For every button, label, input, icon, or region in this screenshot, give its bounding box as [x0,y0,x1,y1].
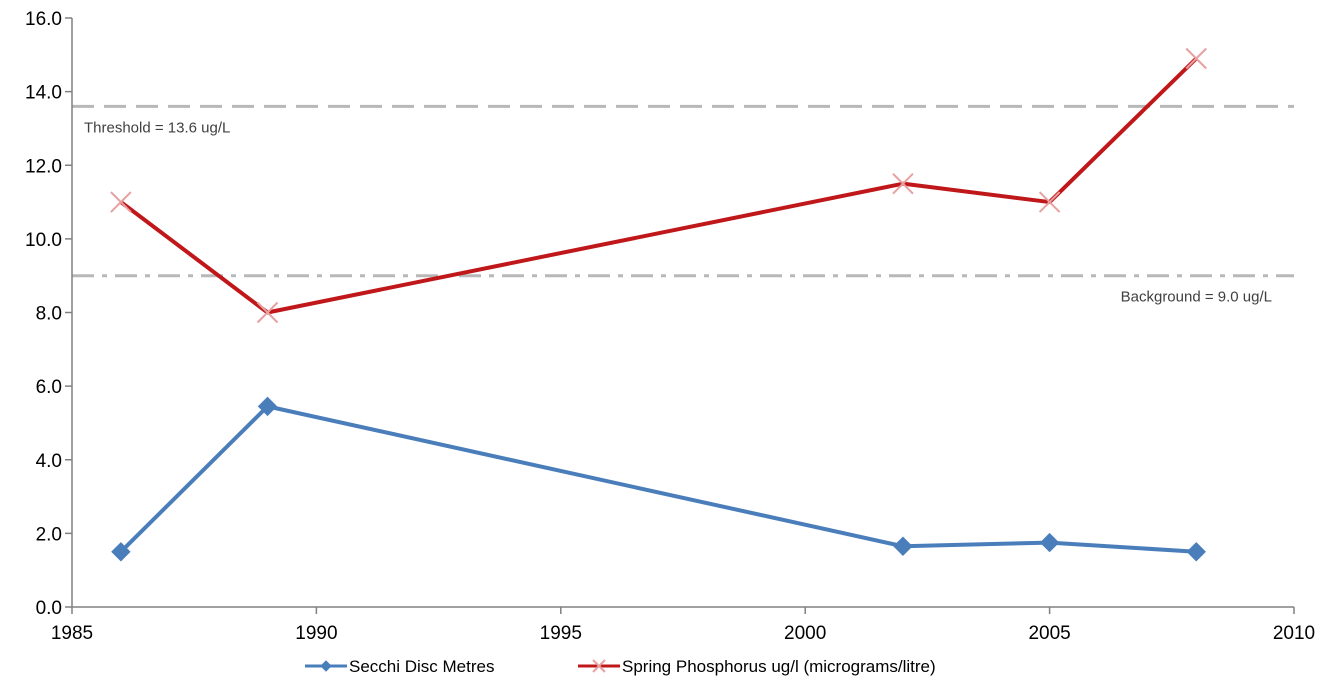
x-axis-ticks: 1985 1990 1995 2000 2005 2010 [51,607,1315,644]
series-point-diamond [893,536,913,556]
x-tick-label: 2005 [1028,623,1070,644]
series [110,47,1207,562]
y-tick-label: 16.0 [25,9,62,30]
y-tick-label: 10.0 [25,230,62,251]
y-tick-label: 6.0 [36,377,62,398]
y-axis-ticks: 0.0 2.0 4.0 6.0 8.0 10.0 12.0 14.0 16.0 [25,9,72,619]
series-point-x [256,301,279,324]
x-tick-label: 1985 [51,623,93,644]
x-tick-label: 2000 [784,623,826,644]
series-point-diamond [111,542,131,562]
x-tick-label: 1990 [295,623,337,644]
series-point-diamond [1039,532,1060,553]
reference-line-label: Background = 9.0 ug/L [1121,289,1272,306]
series-point-diamond [257,396,278,417]
y-tick-label: 0.0 [36,598,62,619]
reference-lines: Threshold = 13.6 ug/L Background = 9.0 ug… [72,104,1294,306]
y-tick-label: 2.0 [36,524,62,545]
y-tick-label: 12.0 [25,156,62,177]
series-point-x [110,191,132,213]
series-point-x [1185,47,1207,70]
series-point-x [892,172,914,195]
series-point-diamond [1186,542,1206,562]
y-tick-label: 4.0 [36,451,62,472]
series-point-diamond [320,660,332,672]
y-tick-label: 8.0 [36,304,62,325]
x-tick-label: 1995 [540,623,582,644]
series-point-x [1038,191,1061,213]
reference-line-label: Threshold = 13.6 ug/L [84,119,230,136]
series-point-x [592,659,606,673]
legend: Secchi Disc Metres Spring Phosphorus ug/l… [305,657,936,676]
series-line-1 [119,404,1197,554]
x-tick-label: 2010 [1273,623,1315,644]
legend-entry-label: Spring Phosphorus ug/l (micrograms/litre… [622,657,936,676]
y-tick-label: 14.0 [25,83,62,104]
legend-entry-label: Secchi Disc Metres [349,657,494,676]
